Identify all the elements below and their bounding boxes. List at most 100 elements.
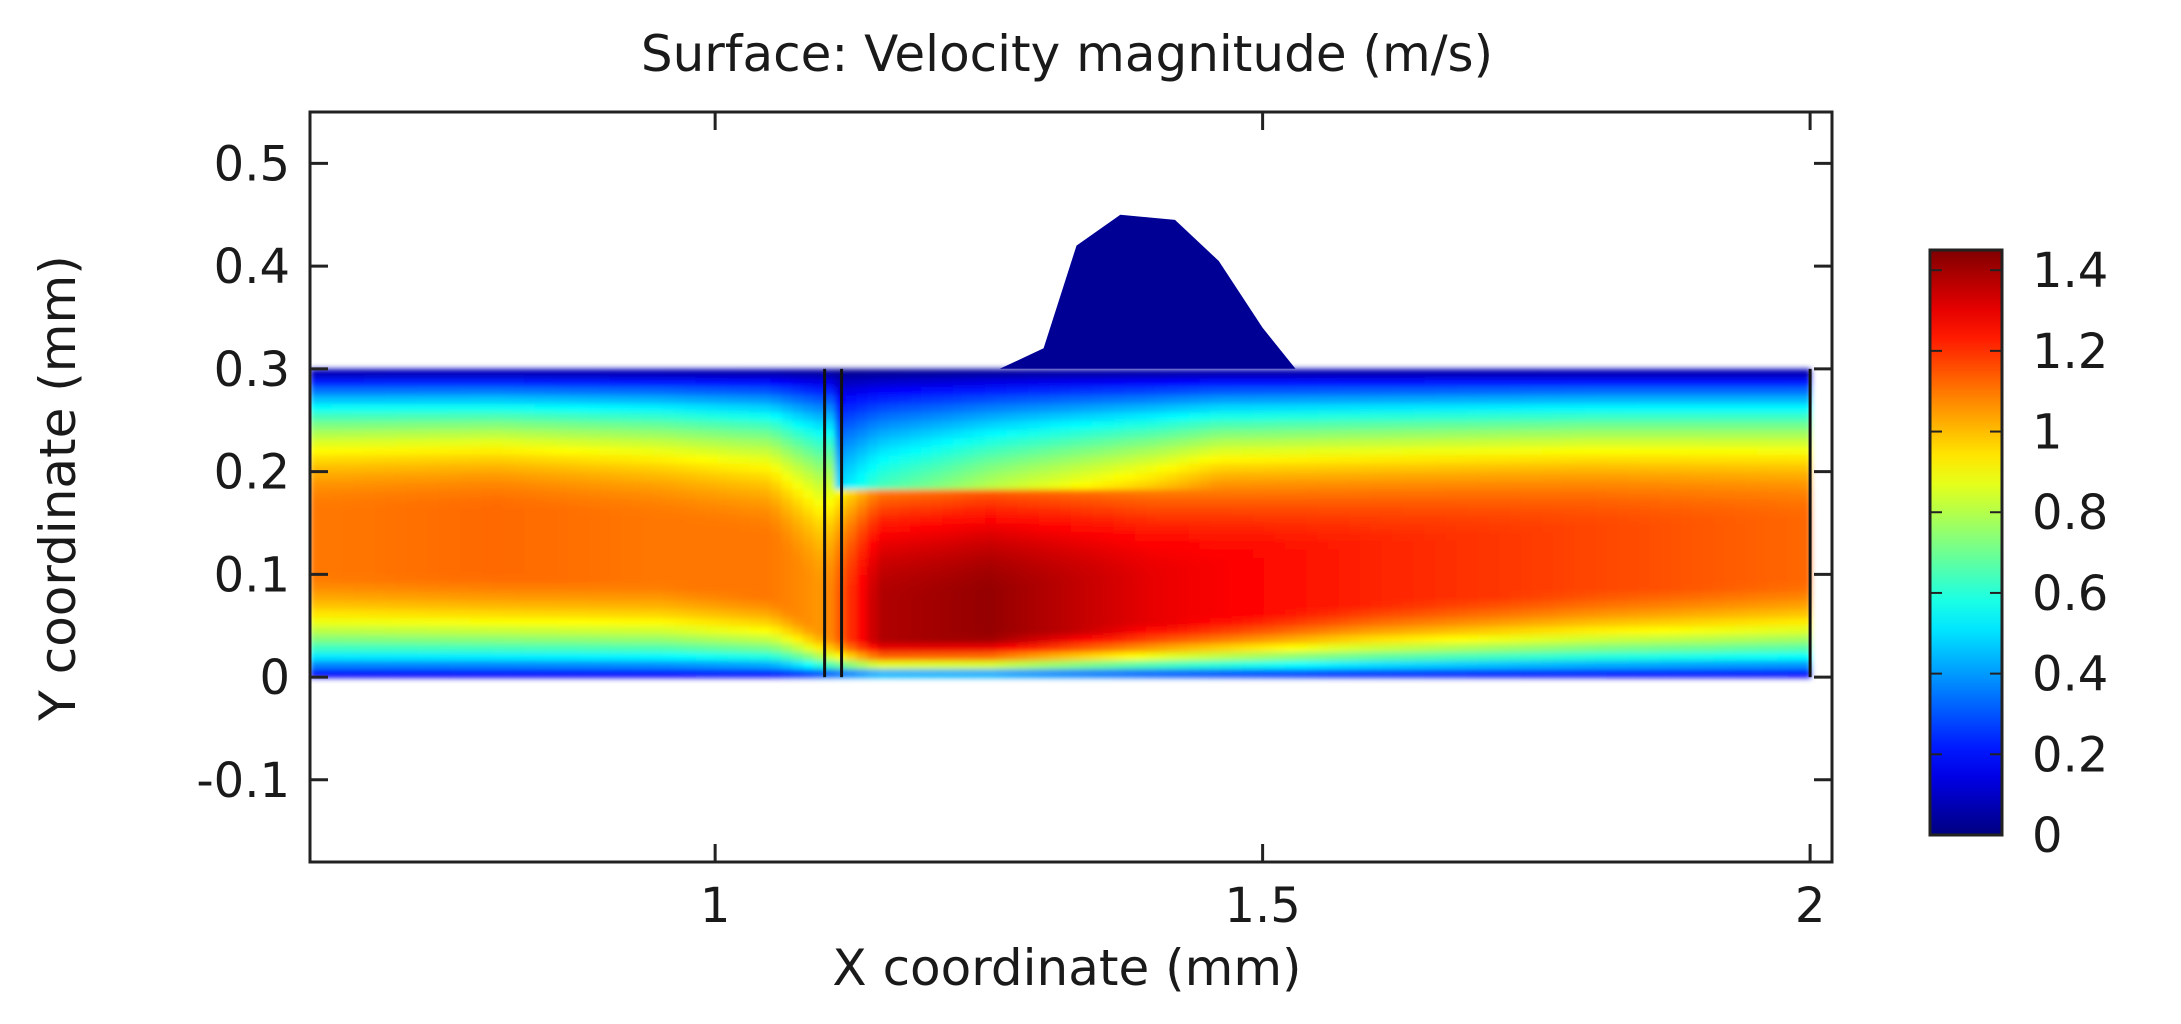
field-cell bbox=[717, 385, 729, 396]
field-cell bbox=[395, 591, 408, 601]
field-cell bbox=[1413, 522, 1426, 533]
field-cell bbox=[792, 565, 804, 576]
field-cell bbox=[588, 428, 601, 439]
field-cell bbox=[642, 668, 654, 678]
field-cell bbox=[1027, 591, 1040, 601]
field-cell bbox=[952, 445, 965, 456]
field-cell bbox=[1295, 600, 1308, 610]
field-cell bbox=[1188, 394, 1201, 404]
field-cell bbox=[1724, 634, 1736, 644]
field-cell bbox=[1424, 488, 1436, 499]
field-cell bbox=[1692, 617, 1704, 627]
field-cell bbox=[1456, 651, 1469, 661]
field-cell bbox=[1531, 600, 1544, 610]
field-cell bbox=[749, 497, 761, 507]
field-cell bbox=[406, 377, 418, 387]
field-cell bbox=[1092, 463, 1104, 473]
field-cell bbox=[556, 531, 568, 541]
field-cell bbox=[1681, 368, 1694, 379]
field-cell bbox=[877, 505, 890, 516]
field-cell bbox=[1456, 471, 1469, 481]
field-cell bbox=[427, 668, 440, 678]
field-cell bbox=[1467, 480, 1479, 490]
field-cell bbox=[652, 668, 665, 678]
field-cell bbox=[995, 428, 1008, 439]
field-cell bbox=[1563, 368, 1576, 379]
field-cell bbox=[1649, 625, 1661, 636]
field-cell bbox=[1360, 394, 1372, 404]
field-cell bbox=[1049, 394, 1061, 404]
field-cell bbox=[1285, 565, 1297, 576]
field-cell bbox=[363, 540, 376, 550]
field-cell bbox=[920, 368, 933, 379]
field-cell bbox=[1520, 368, 1533, 379]
field-cell bbox=[1370, 582, 1383, 593]
field-cell bbox=[963, 411, 976, 422]
field-cell bbox=[492, 634, 504, 644]
field-cell bbox=[674, 557, 686, 567]
field-cell bbox=[1456, 488, 1469, 499]
field-cell bbox=[920, 608, 933, 618]
field-cell bbox=[1049, 540, 1061, 550]
field-cell bbox=[1349, 505, 1361, 516]
field-cell bbox=[1252, 480, 1265, 490]
field-cell bbox=[1638, 488, 1651, 499]
field-cell bbox=[642, 454, 654, 464]
field-cell bbox=[502, 651, 515, 661]
field-cell bbox=[1210, 659, 1222, 670]
field-cell bbox=[1145, 471, 1158, 481]
field-cell bbox=[1274, 574, 1286, 584]
field-cell bbox=[406, 420, 418, 430]
field-cell bbox=[342, 445, 354, 456]
field-cell bbox=[460, 428, 472, 439]
field-cell bbox=[674, 522, 686, 533]
field-cell bbox=[1317, 445, 1329, 456]
field-cell bbox=[545, 445, 558, 456]
field-cell bbox=[1445, 420, 1458, 430]
field-cell bbox=[1467, 522, 1479, 533]
field-cell bbox=[1102, 497, 1115, 507]
field-cell bbox=[1092, 411, 1104, 422]
field-cell bbox=[1724, 463, 1736, 473]
field-cell bbox=[502, 548, 515, 558]
field-cell bbox=[1574, 497, 1586, 507]
field-cell bbox=[910, 377, 922, 387]
field-cell bbox=[545, 625, 558, 636]
field-cell bbox=[888, 557, 901, 567]
field-cell bbox=[760, 514, 772, 524]
field-cell bbox=[502, 659, 515, 670]
field-cell bbox=[556, 540, 568, 550]
field-cell bbox=[342, 522, 354, 533]
field-cell bbox=[1370, 420, 1383, 430]
field-cell bbox=[535, 471, 547, 481]
field-cell bbox=[620, 625, 633, 636]
field-cell bbox=[1381, 403, 1394, 413]
field-cell bbox=[1777, 428, 1790, 439]
field-cell bbox=[642, 463, 654, 473]
field-cell bbox=[1242, 514, 1254, 524]
field-cell bbox=[1349, 411, 1361, 422]
field-cell bbox=[1370, 385, 1383, 396]
field-cell bbox=[1488, 540, 1501, 550]
field-cell bbox=[1360, 582, 1372, 593]
field-cell bbox=[1027, 385, 1040, 396]
field-cell bbox=[1681, 625, 1694, 636]
field-cell bbox=[1006, 659, 1018, 670]
field-cell bbox=[1060, 445, 1072, 456]
field-cell bbox=[449, 514, 461, 524]
field-cell bbox=[1413, 651, 1426, 661]
field-cell bbox=[1338, 420, 1351, 430]
field-cell bbox=[1306, 531, 1319, 541]
field-cell bbox=[449, 659, 461, 670]
field-cell bbox=[513, 488, 526, 499]
field-cell bbox=[813, 368, 826, 379]
field-cell bbox=[1735, 454, 1747, 464]
field-cell bbox=[1777, 668, 1790, 678]
field-cell bbox=[824, 497, 836, 507]
field-cell bbox=[738, 411, 751, 422]
field-cell bbox=[974, 428, 986, 439]
field-cell bbox=[1402, 428, 1415, 439]
field-cell bbox=[1638, 445, 1651, 456]
field-cell bbox=[545, 497, 558, 507]
field-cell bbox=[1156, 540, 1169, 550]
